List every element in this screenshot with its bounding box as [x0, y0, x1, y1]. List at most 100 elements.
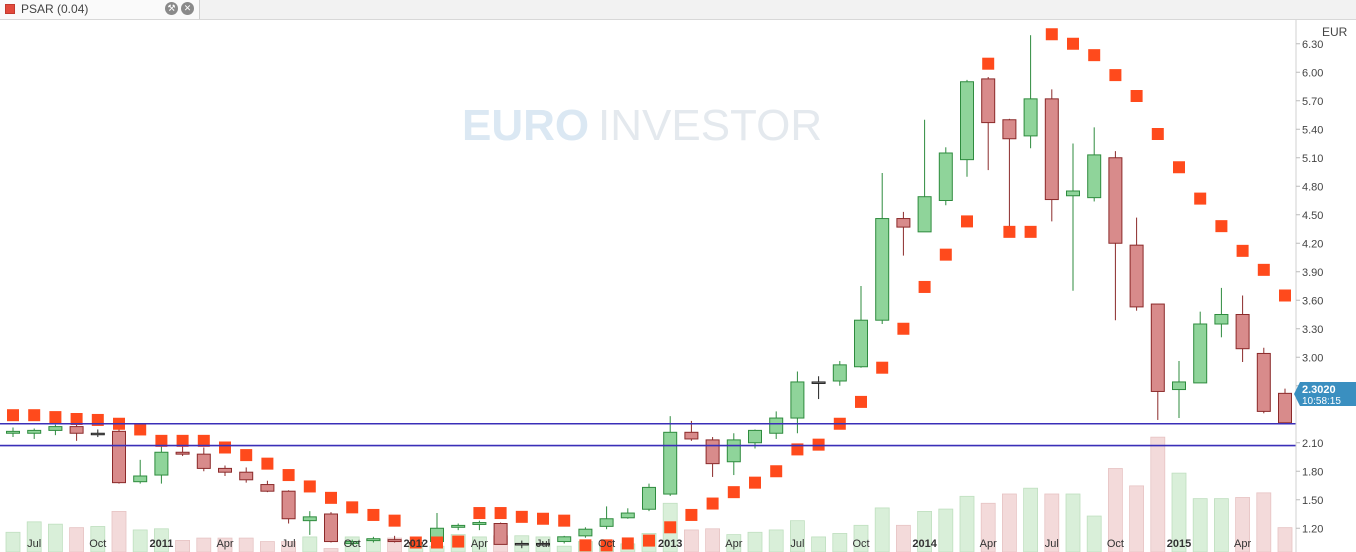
- psar-dot: [1130, 90, 1143, 102]
- x-tick-label: 2013: [658, 538, 682, 550]
- candle: [960, 79, 974, 177]
- x-tick-label: 2011: [149, 538, 173, 550]
- psar-dot: [600, 539, 613, 552]
- y-tick-label: 6.30: [1302, 39, 1323, 51]
- psar-dot: [579, 539, 592, 552]
- plot-area: [0, 20, 1296, 552]
- level-lines: [0, 422, 1296, 447]
- psar-dot: [643, 534, 655, 547]
- candle: [917, 119, 932, 233]
- candle-body: [1150, 303, 1165, 392]
- volume-bar: [1192, 498, 1208, 552]
- candle-body: [684, 431, 699, 440]
- y-tick-label: 4.50: [1302, 210, 1323, 222]
- indicator-tab-title: PSAR (0.04): [21, 2, 89, 16]
- candle: [260, 480, 275, 493]
- volume-bar: [1108, 468, 1123, 552]
- volume-bar: [1002, 493, 1017, 552]
- candle: [1002, 118, 1017, 229]
- candle: [769, 411, 784, 439]
- x-tick-label: Jul: [1045, 538, 1059, 550]
- psar-dot: [1003, 225, 1016, 238]
- candle: [302, 511, 317, 535]
- candle-body: [1044, 98, 1059, 201]
- candle: [1235, 295, 1250, 362]
- psar-dot: [685, 508, 698, 521]
- volume-bar: [111, 510, 127, 552]
- volume-bar: [768, 529, 784, 552]
- candle: [1193, 311, 1208, 384]
- x-tick-label: Apr: [216, 538, 233, 550]
- candle: [1278, 388, 1292, 424]
- candle-body: [1066, 190, 1080, 197]
- candle-body: [981, 78, 996, 124]
- candle-body: [620, 512, 635, 519]
- volume-bar: [132, 529, 148, 552]
- volume-bar: [1065, 493, 1081, 552]
- volume-bar: [1256, 492, 1272, 552]
- candle: [1108, 151, 1123, 321]
- psar-dot: [812, 438, 825, 451]
- candle-body: [27, 429, 42, 434]
- psar-dot: [70, 413, 83, 425]
- psar-dot: [197, 434, 210, 447]
- candle-body: [1129, 244, 1144, 308]
- candle: [1129, 217, 1144, 311]
- candle: [154, 445, 169, 484]
- candle: [112, 424, 126, 484]
- wrench-icon[interactable]: ⚒: [165, 2, 178, 15]
- candle-body: [938, 152, 953, 201]
- y-tick-label: 3.90: [1302, 267, 1323, 279]
- psar-dot: [918, 280, 931, 293]
- volume-bar: [1129, 485, 1144, 552]
- candle-body: [960, 81, 974, 161]
- volume-bar: [323, 548, 339, 552]
- candle: [642, 483, 656, 512]
- candle: [324, 512, 338, 543]
- candle-body: [790, 381, 805, 419]
- psar-dot: [961, 215, 973, 228]
- candle: [875, 172, 890, 324]
- candle: [366, 536, 381, 543]
- psar-dot: [664, 521, 677, 534]
- psar-dot: [855, 395, 867, 408]
- price-chart[interactable]: EURO INVESTOR EUR 6.30 6.00 5.70 5.40 5.10 4.…: [0, 20, 1356, 552]
- candle-body: [1087, 154, 1102, 199]
- volume-bar: [556, 545, 572, 552]
- psar-dot: [515, 510, 528, 523]
- candle-body: [578, 528, 593, 537]
- candle: [1044, 89, 1059, 222]
- candle: [599, 506, 614, 530]
- candle-body: [557, 536, 572, 543]
- candle-body: [917, 196, 932, 233]
- psar-dot: [1088, 49, 1101, 62]
- volume-bar: [1150, 436, 1166, 552]
- candle-body: [1193, 323, 1208, 384]
- psar-dot: [303, 480, 316, 493]
- psar-dot: [749, 476, 761, 489]
- candle-body: [133, 475, 148, 483]
- candle-body: [1023, 98, 1038, 137]
- psar-dot: [1236, 244, 1249, 257]
- indicator-tab[interactable]: PSAR (0.04) ⚒ ✕: [0, 0, 200, 19]
- psar-dot: [770, 465, 783, 478]
- candle: [218, 465, 232, 476]
- candle: [472, 520, 487, 531]
- candle-body: [875, 218, 890, 321]
- volume-bar: [5, 531, 21, 552]
- psar-dot: [7, 409, 19, 422]
- candle: [345, 539, 360, 546]
- candle-body: [472, 522, 487, 525]
- psar-dot: [1279, 289, 1291, 302]
- volume-bar: [980, 502, 996, 552]
- y-axis-ticks: 6.30 6.00 5.70 5.40 5.10 4.80 4.50 4.20 3.90 3.60…: [1296, 39, 1323, 535]
- y-tick-label: 3.60: [1302, 295, 1323, 307]
- volume-bar: [238, 537, 254, 552]
- volume-bar: [48, 523, 63, 552]
- close-icon[interactable]: ✕: [181, 2, 194, 15]
- psar-dot: [1109, 69, 1122, 82]
- x-tick-label: Apr: [725, 538, 742, 550]
- candle: [896, 211, 911, 256]
- candle-body: [387, 539, 402, 543]
- volume-bar: [811, 536, 826, 552]
